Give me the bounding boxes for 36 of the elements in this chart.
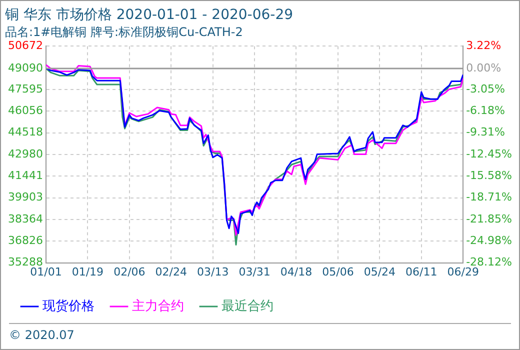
y-tick-label: 38364	[8, 212, 43, 226]
y2-tick-label: -18.71%	[466, 190, 512, 204]
y-tick-label: 39903	[8, 190, 43, 204]
x-tick-label: 01/19	[72, 265, 104, 278]
legend-label: 主力合约	[132, 298, 184, 314]
y2-tick-label: -12.45%	[466, 147, 512, 160]
x-tick-label: 04/18	[280, 265, 312, 278]
x-tick-label: 02/24	[155, 265, 187, 278]
x-tick-label: 05/24	[364, 265, 396, 278]
y-tick-label: 42980	[8, 147, 43, 160]
y-tick-label: 46056	[8, 104, 43, 118]
y-tick-label: 50672	[8, 39, 43, 52]
x-tick-label: 05/06	[322, 265, 354, 278]
y2-tick-label: -6.18%	[466, 104, 506, 118]
y2-tick-label: -3.05%	[466, 82, 506, 96]
x-tick-label: 02/06	[114, 265, 146, 278]
y-tick-label: 36826	[8, 234, 43, 248]
x-tick-label: 03/31	[238, 265, 270, 278]
y-tick-label: 47595	[8, 82, 43, 96]
x-tick-label: 06/29	[447, 265, 479, 278]
y2-tick-label: -21.85%	[466, 212, 512, 226]
chart-title: 铜 华东 市场价格 2020-01-01 - 2020-06-29	[4, 7, 294, 24]
legend-label: 最近合约	[222, 298, 274, 314]
legend-label: 现货价格	[42, 298, 94, 314]
text: © 2020.07	[9, 328, 74, 342]
y2-tick-label: 0.00%	[466, 61, 502, 74]
y2-tick-label: -24.98%	[466, 234, 512, 247]
y-tick-label: 41441	[8, 169, 43, 182]
y2-tick-label: -15.58%	[466, 168, 512, 182]
x-tick-label: 06/11	[406, 265, 438, 278]
y2-tick-label: -9.31%	[466, 126, 506, 139]
y-tick-label: 44518	[8, 126, 43, 139]
x-tick-label: 03/13	[196, 265, 229, 278]
chart-subtitle: 品名:1#电解铜 牌号:标准阴极铜Cu-CATH-2	[5, 25, 243, 40]
y-tick-label: 49090	[8, 61, 43, 74]
y2-tick-label: 3.22%	[466, 39, 502, 52]
